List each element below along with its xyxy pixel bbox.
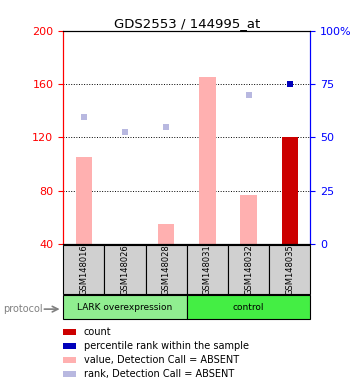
Bar (63, 343, 77, 349)
Point (122, 129, 128, 135)
Text: value, Detection Call = ABSENT: value, Detection Call = ABSENT (84, 355, 239, 365)
Bar (199, 77, 216, 244)
Text: GSM148016: GSM148016 (79, 244, 88, 295)
Text: GSM148028: GSM148028 (162, 244, 171, 295)
Text: rank, Detection Call = ABSENT: rank, Detection Call = ABSENT (84, 369, 234, 379)
Text: GSM148031: GSM148031 (203, 244, 212, 295)
Bar (63, 329, 77, 335)
Point (246, 91, 252, 98)
Bar (282, 137, 298, 244)
Text: GSM148035: GSM148035 (285, 244, 294, 295)
Point (287, 81, 293, 87)
Text: count: count (84, 327, 112, 337)
Bar (63, 357, 77, 363)
Bar (158, 224, 174, 244)
Bar (187, 295, 310, 319)
Point (81, 114, 87, 120)
Bar (187, 245, 228, 294)
Bar (75, 157, 92, 244)
Title: GDS2553 / 144995_at: GDS2553 / 144995_at (114, 17, 260, 30)
Text: protocol: protocol (4, 304, 43, 314)
Bar (63, 371, 77, 377)
Text: GSM148026: GSM148026 (121, 244, 130, 295)
Bar (228, 245, 269, 294)
Bar (104, 245, 145, 294)
Point (163, 124, 169, 130)
Bar (269, 245, 310, 294)
Text: control: control (233, 303, 264, 311)
Text: LARK overexpression: LARK overexpression (77, 303, 173, 311)
Bar (63, 295, 187, 319)
Text: GSM148032: GSM148032 (244, 244, 253, 295)
Bar (63, 245, 104, 294)
Bar (240, 195, 257, 244)
Text: percentile rank within the sample: percentile rank within the sample (84, 341, 249, 351)
Bar (145, 245, 187, 294)
